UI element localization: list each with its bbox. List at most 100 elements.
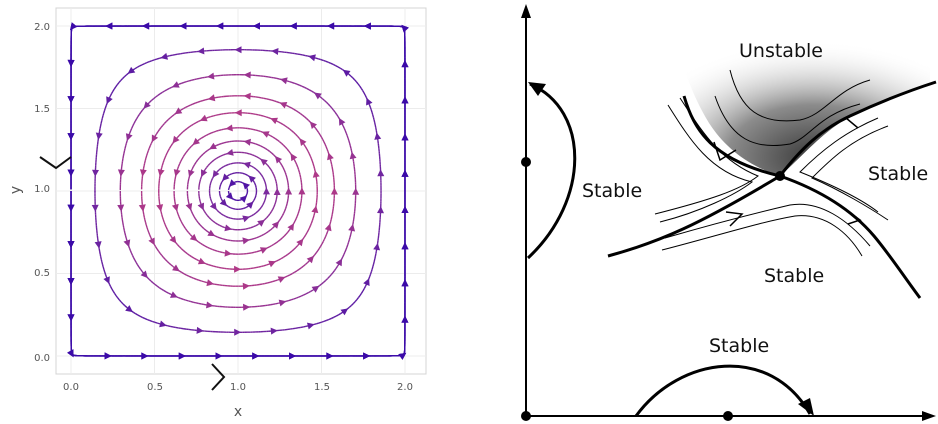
streamline-segment	[320, 58, 324, 62]
streamline-segment	[202, 151, 206, 155]
streamline-arrow-icon	[172, 264, 180, 272]
streamline-segment	[317, 248, 320, 252]
streamline-segment	[178, 246, 182, 250]
streamline-segment	[275, 259, 280, 262]
streamline-segment	[284, 275, 288, 278]
streamline-segment	[255, 113, 259, 116]
streamline-segment	[168, 145, 172, 149]
streamline-segment	[132, 123, 135, 127]
x-axis-label: x	[234, 404, 242, 420]
streamline-arrow-icon	[253, 22, 260, 30]
streamline-segment	[285, 203, 288, 207]
streamline-arrow-icon	[197, 47, 205, 55]
streamline-segment	[298, 295, 302, 298]
streamline-segment	[251, 154, 255, 157]
streamline-segment	[186, 274, 190, 277]
streamline-segment	[187, 178, 190, 182]
streamline-arrow-icon	[246, 201, 254, 209]
streamline-arrow-icon	[219, 198, 228, 207]
streamline-segment	[115, 295, 119, 299]
streamline-segment	[148, 232, 151, 236]
streamline-segment	[321, 241, 324, 245]
streamline-segment	[280, 256, 284, 260]
streamline-arrow-icon	[243, 138, 251, 146]
streamline-segment	[203, 281, 207, 284]
streamline-segment	[278, 121, 282, 124]
streamline-arrow-icon	[242, 182, 250, 190]
streamline-segment	[268, 98, 272, 101]
streamline-segment	[334, 111, 338, 115]
streamline-segment	[185, 149, 189, 153]
streamline-arrow-icon	[207, 72, 215, 80]
streamline-segment	[283, 169, 286, 173]
streamline-arrow-icon	[308, 54, 316, 62]
streamline-segment	[288, 106, 292, 109]
streamline-segment	[166, 229, 170, 233]
streamline-arrow-icon	[106, 96, 113, 105]
streamline-segment	[111, 288, 114, 292]
streamline-segment	[305, 232, 308, 236]
streamline-segment	[251, 213, 255, 217]
streamline-segment	[229, 173, 233, 176]
streamline-arrow-icon	[401, 133, 409, 141]
streamline-segment	[360, 290, 364, 294]
streamline-segment	[302, 54, 306, 57]
streamline-segment	[315, 250, 319, 254]
streamline-segment	[298, 172, 301, 175]
streamline-arrow-icon	[178, 352, 186, 360]
flow-line	[654, 97, 759, 215]
streamline-segment	[215, 156, 219, 160]
streamline-segment	[349, 145, 352, 149]
streamline-segment	[281, 213, 285, 217]
streamline-segment	[117, 297, 120, 301]
x-axis-chevron-marker	[211, 363, 226, 391]
streamline-segment	[209, 180, 213, 184]
streamline-segment	[283, 208, 287, 212]
streamline-arrow-icon	[279, 102, 288, 109]
streamline-segment	[178, 133, 182, 137]
streamline-segment	[296, 135, 300, 139]
streamline-segment	[280, 122, 284, 126]
streamline-segment	[284, 146, 288, 150]
streamline-segment	[143, 217, 146, 220]
streamline-segment	[329, 105, 333, 109]
streamline-segment	[297, 211, 300, 214]
streamline-segment	[314, 252, 317, 256]
streamline-segment	[302, 263, 306, 267]
streamline-segment	[170, 143, 174, 147]
streamline-segment	[306, 148, 309, 152]
streamline-segment	[165, 291, 169, 294]
streamline-arrow-icon	[257, 219, 265, 227]
streamline-segment	[285, 253, 289, 257]
streamline-segment	[115, 84, 118, 88]
streamline-segment	[299, 174, 302, 178]
streamline-segment	[177, 214, 180, 218]
streamline-segment	[137, 113, 140, 117]
streamline-segment	[156, 285, 160, 289]
streamline-segment	[209, 247, 213, 251]
streamline-segment	[165, 119, 169, 123]
streamline-segment	[192, 102, 196, 105]
unstable-region-shading	[672, 20, 930, 176]
streamline-arrow-icon	[67, 169, 75, 177]
streamline-segment	[189, 145, 192, 149]
streamline-segment	[315, 57, 319, 60]
streamline-segment	[344, 249, 347, 253]
streamline-segment	[209, 182, 212, 186]
streamline-arrow-icon	[216, 22, 224, 30]
streamline-arrow-icon	[268, 260, 276, 268]
streamline-segment	[201, 226, 205, 230]
streamline-segment	[193, 301, 197, 304]
streamline-segment	[149, 234, 152, 238]
streamline-segment	[214, 249, 218, 252]
streamline-segment	[223, 164, 227, 168]
streamline-segment	[260, 145, 264, 148]
streamline-segment	[356, 297, 360, 301]
streamline-segment	[187, 201, 190, 205]
streamline-arrow-icon	[160, 52, 168, 60]
streamline-segment	[348, 304, 352, 308]
streamline-segment	[143, 160, 146, 164]
streamline-arrow-icon	[224, 224, 232, 232]
streamline-segment	[190, 300, 194, 303]
